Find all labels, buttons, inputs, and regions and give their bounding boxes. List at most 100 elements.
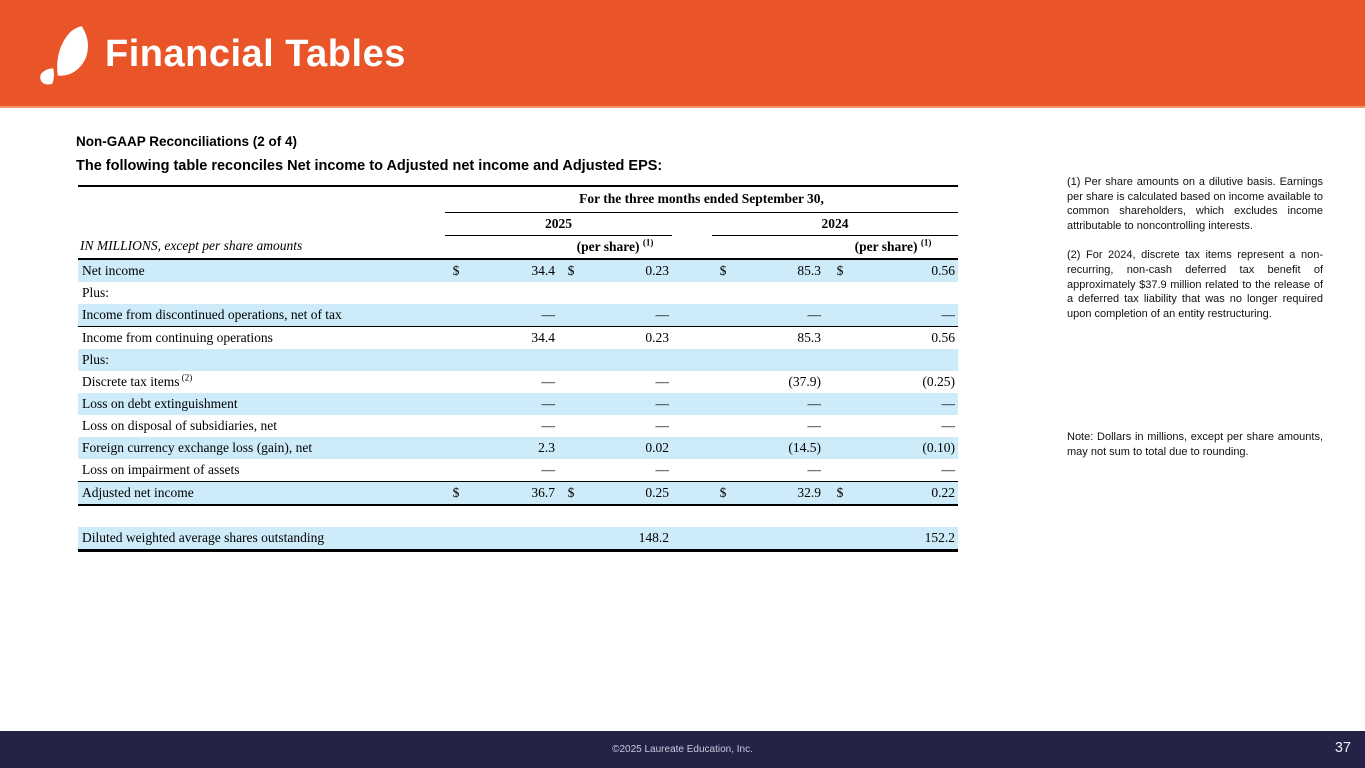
value-cell: — — [655, 461, 670, 477]
currency-symbol-cell — [828, 303, 852, 327]
column-gap — [672, 349, 712, 371]
value-cell — [584, 349, 672, 371]
table-row: Diluted weighted average shares outstand… — [78, 526, 959, 552]
value-cell — [734, 526, 828, 552]
footnote-ref-1: (1) — [920, 237, 932, 247]
value-cell: — — [655, 373, 670, 389]
column-gap — [672, 415, 712, 437]
value-cell: 2.3 — [538, 439, 555, 455]
row-label: Foreign currency exchange loss (gain), n… — [82, 439, 313, 455]
currency-symbol-cell: $ — [828, 480, 852, 506]
column-gap — [672, 480, 712, 506]
value-cell: 85.3 — [797, 329, 821, 345]
empty-cell — [712, 235, 828, 260]
per-share-2025-label: (per share) (1) — [558, 235, 672, 260]
value-cell: 32.9 — [734, 480, 828, 506]
value-cell: — — [807, 417, 822, 433]
column-gap — [672, 212, 712, 235]
value-cell: 36.7 — [467, 480, 558, 506]
currency-symbol-cell — [558, 282, 584, 304]
column-labels-row: IN MILLIONS, except per share amounts (p… — [78, 235, 959, 260]
currency-symbol-cell — [558, 459, 584, 482]
currency-symbol-cell: $ — [712, 480, 734, 506]
rounding-note: Note: Dollars in millions, except per sh… — [1067, 431, 1323, 458]
empty-cell — [78, 185, 445, 212]
currency-symbol-cell — [828, 437, 852, 459]
column-gap — [672, 259, 712, 282]
currency-symbol-cell — [445, 437, 467, 459]
value-cell: — — [541, 461, 556, 477]
currency-symbol-cell — [558, 526, 584, 552]
footnote-ref-2: (2) — [179, 372, 193, 382]
table-row: Income from discontinued operations, net… — [78, 303, 959, 327]
period-header: For the three months ended September 30, — [445, 185, 959, 213]
top-banner: Financial Tables — [0, 0, 1365, 108]
table-row: Plus: — [78, 282, 958, 304]
column-gap — [672, 303, 712, 327]
value-cell — [467, 282, 558, 304]
footnote-2: (2) For 2024, discrete tax items represe… — [1067, 249, 1323, 320]
currency-symbol-cell — [445, 415, 467, 437]
value-cell — [852, 349, 958, 371]
footnote-ref-1: (1) — [642, 237, 654, 247]
value-cell — [584, 505, 672, 527]
currency-symbol-cell — [558, 349, 584, 371]
value-cell: 148.2 — [584, 526, 672, 552]
row-label: Income from discontinued operations, net… — [78, 303, 445, 327]
table-row: Foreign currency exchange loss (gain), n… — [78, 436, 959, 459]
value-cell: 0.23 — [645, 262, 669, 278]
value-cell: — — [584, 303, 672, 327]
column-gap — [672, 526, 712, 552]
table-row: Plus: — [78, 348, 959, 371]
table-row: Income from continuing operations 34.4 0.2… — [78, 326, 958, 349]
year-2025-header: 2025 — [445, 212, 672, 236]
column-gap — [672, 505, 712, 527]
currency-symbol-cell — [712, 326, 734, 349]
page-number: 37 — [1334, 740, 1351, 756]
footer-bar: ©2025 Laureate Education, Inc. 37 — [0, 731, 1365, 768]
footnotes-panel: (1) Per share amounts on a dilutive basi… — [1067, 175, 1323, 475]
per-share-2024-label: (per share) (1) — [828, 235, 959, 260]
table-row: Discrete tax items (2) — — (37.9) (0.25) — [78, 371, 958, 393]
column-gap — [672, 437, 712, 459]
spacer-row — [78, 505, 958, 527]
period-header-row: For the three months ended September 30, — [78, 185, 959, 213]
currency-symbol-cell — [828, 326, 852, 349]
currency-symbol-cell — [712, 393, 734, 415]
value-cell: — — [852, 303, 959, 327]
row-label: Net income — [82, 262, 145, 278]
currency-symbol-cell — [712, 371, 734, 393]
currency-symbol-cell — [828, 415, 852, 437]
value-cell: — — [467, 303, 558, 327]
laureate-leaf-icon — [40, 26, 88, 85]
value-cell — [467, 349, 558, 371]
currency-symbol-cell: $ — [836, 262, 844, 278]
currency-symbol-cell — [558, 393, 584, 415]
value-cell: 0.56 — [931, 262, 956, 278]
currency-symbol-cell: $ — [452, 262, 460, 278]
currency-symbol-cell — [828, 282, 852, 304]
column-gap — [672, 371, 712, 393]
row-label: Income from continuing operations — [82, 329, 273, 345]
column-gap — [672, 393, 712, 415]
value-cell: — — [655, 395, 670, 411]
row-label: Plus: — [82, 351, 110, 367]
value-cell — [734, 282, 828, 304]
value-cell: — — [941, 417, 956, 433]
value-cell: 0.56 — [931, 329, 956, 345]
currency-symbol-cell — [828, 459, 852, 482]
value-cell: — — [941, 395, 956, 411]
table-row: Loss on debt extinguishment — — — — — [78, 392, 959, 415]
currency-symbol-cell — [558, 415, 584, 437]
currency-symbol-cell: $ — [567, 262, 575, 278]
column-gap — [672, 459, 712, 482]
currency-symbol-cell — [712, 459, 734, 482]
value-cell — [467, 505, 558, 527]
currency-symbol-cell — [445, 393, 467, 415]
units-label: IN MILLIONS, except per share amounts — [78, 235, 445, 260]
currency-symbol-cell: $ — [445, 480, 467, 506]
value-cell: — — [541, 395, 556, 411]
row-label: Discrete tax items (2) — [82, 372, 193, 389]
currency-symbol-cell — [828, 526, 852, 552]
value-cell: — — [541, 373, 556, 389]
